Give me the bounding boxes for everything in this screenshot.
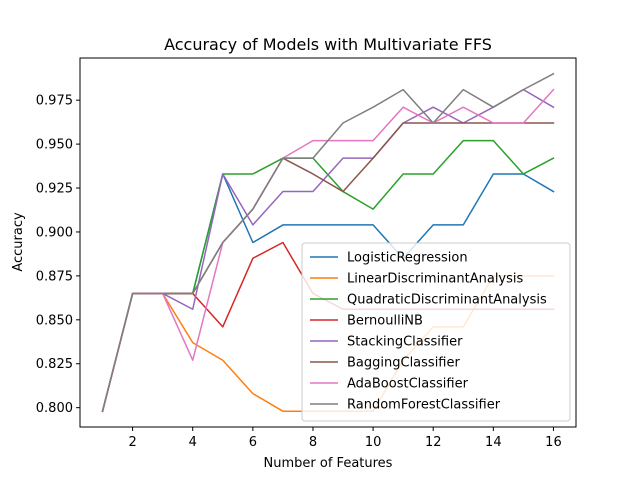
y-tick-label-2: 0.850 bbox=[36, 313, 73, 328]
series-line-7 bbox=[101, 72, 555, 413]
legend-label-7: RandomForestClassifier bbox=[347, 398, 501, 413]
x-tick-label-3: 8 bbox=[309, 435, 317, 450]
x-tick-label-1: 4 bbox=[189, 435, 197, 450]
chart-title: Accuracy of Models with Multivariate FFS bbox=[164, 35, 492, 54]
x-tick-label-2: 6 bbox=[249, 435, 257, 450]
x-tick-label-6: 14 bbox=[485, 435, 502, 450]
x-axis-title: Number of Features bbox=[264, 456, 393, 471]
y-tick-label-0: 0.800 bbox=[36, 401, 73, 416]
legend-label-5: BaggingClassifier bbox=[347, 356, 460, 371]
legend-label-2: QuadraticDiscriminantAnalysis bbox=[347, 293, 547, 308]
y-axis-title: Accuracy bbox=[11, 212, 26, 272]
y-tick-label-4: 0.900 bbox=[36, 225, 73, 240]
y-tick-label-5: 0.925 bbox=[36, 182, 73, 197]
legend-label-4: StackingClassifier bbox=[347, 335, 463, 350]
legend: LogisticRegression LinearDiscriminantAnal… bbox=[301, 242, 571, 422]
legend-label-3: BernoulliNB bbox=[347, 314, 423, 329]
legend-box bbox=[301, 242, 571, 422]
x-tick-label-5: 12 bbox=[425, 435, 442, 450]
legend-label-1: LinearDiscriminantAnalysis bbox=[347, 272, 524, 287]
legend-label-0: LogisticRegression bbox=[347, 251, 468, 266]
series-layer bbox=[101, 72, 555, 413]
plot-frame bbox=[79, 57, 577, 428]
legend-label-6: AdaBoostClassifier bbox=[347, 377, 469, 392]
y-axis: 0.800 0.825 0.850 0.875 0.900 0.925 0.950 0.975 bbox=[36, 94, 80, 416]
x-tick-label-4: 10 bbox=[365, 435, 382, 450]
y-tick-label-6: 0.950 bbox=[36, 138, 73, 153]
x-tick-label-7: 16 bbox=[545, 435, 562, 450]
y-tick-label-1: 0.825 bbox=[36, 357, 73, 372]
y-tick-label-3: 0.875 bbox=[36, 269, 73, 284]
x-tick-label-0: 2 bbox=[128, 435, 136, 450]
x-axis: 2 4 6 8 10 12 14 16 bbox=[128, 427, 562, 450]
y-tick-label-7: 0.975 bbox=[36, 94, 73, 109]
